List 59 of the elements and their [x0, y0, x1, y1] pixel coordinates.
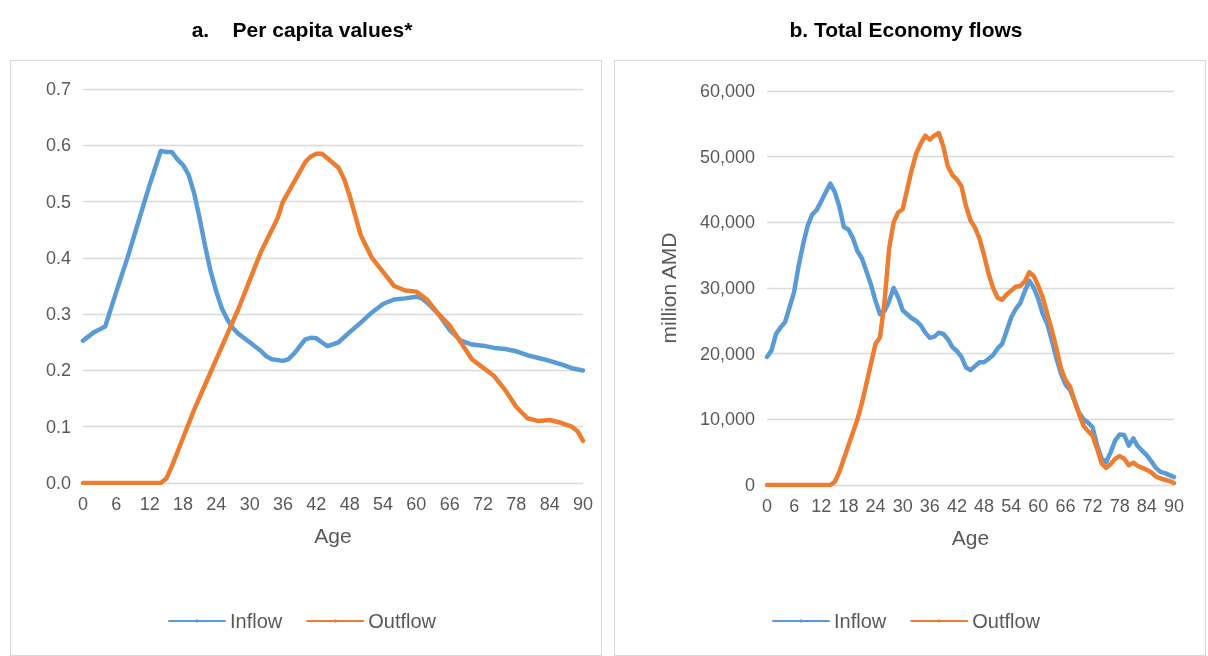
x-tick-label: 66 — [1055, 496, 1076, 516]
x-tick-label: 36 — [919, 496, 940, 516]
x-tick-label: 24 — [865, 496, 886, 516]
x-tick-label: 48 — [974, 496, 995, 516]
y-tick-label: 0.4 — [45, 247, 71, 268]
x-tick-label: 42 — [946, 496, 967, 516]
x-tick-label: 6 — [111, 494, 122, 514]
x-tick-label: 78 — [506, 494, 527, 514]
line-series — [80, 151, 586, 486]
x-tick-label: 90 — [1163, 496, 1185, 516]
x-tick-label: 72 — [1082, 496, 1103, 516]
y-tick-label: 30,000 — [699, 278, 755, 298]
x-tick-label: 24 — [206, 494, 227, 514]
y-tick-label: 0.0 — [45, 473, 71, 493]
y-tick-label: 0 — [744, 475, 755, 495]
y-tick-label: 40,000 — [699, 212, 755, 233]
y-axis-title: million AMD — [657, 232, 680, 344]
legend-label: Outflow — [368, 610, 437, 632]
x-tick-label: 48 — [339, 494, 360, 514]
y-tick-label: 0.5 — [45, 191, 71, 212]
x-axis-title: Age — [951, 526, 990, 549]
legend-label: Inflow — [833, 610, 887, 632]
chart-title: b. Total Economy flows — [789, 18, 1023, 41]
x-tick-label: 0 — [761, 496, 773, 516]
x-tick-label: 54 — [1001, 496, 1022, 516]
x-tick-label: 60 — [1028, 496, 1049, 516]
y-tick-label: 50,000 — [699, 146, 755, 167]
x-tick-label: 90 — [572, 494, 594, 514]
y-tick-label: 0.6 — [45, 135, 71, 156]
x-tick-label: 66 — [439, 494, 460, 514]
x-tick-label: 36 — [272, 494, 294, 514]
y-tick-label: 0.7 — [45, 79, 71, 99]
x-tick-label: 30 — [239, 494, 260, 514]
x-tick-label: 84 — [1136, 496, 1157, 516]
x-tick-label: 6 — [789, 496, 800, 516]
line-series — [80, 148, 586, 373]
x-tick-label: 54 — [372, 494, 394, 514]
legend-label: Outflow — [972, 610, 1041, 632]
x-tick-label: 12 — [811, 496, 832, 516]
x-axis-title: Age — [314, 524, 352, 547]
y-tick-label: 0.2 — [45, 360, 71, 381]
legend-label: Inflow — [229, 610, 283, 632]
x-tick-label: 42 — [306, 494, 327, 514]
x-tick-label: 0 — [77, 494, 89, 514]
x-tick-label: 18 — [172, 494, 194, 514]
x-tick-label: 18 — [838, 496, 859, 516]
x-tick-label: 12 — [139, 494, 160, 514]
x-tick-label: 60 — [406, 494, 427, 514]
x-tick-label: 30 — [892, 496, 913, 516]
x-tick-label: 72 — [472, 494, 494, 514]
y-tick-label: 10,000 — [699, 409, 755, 430]
x-tick-label: 84 — [539, 494, 560, 514]
chart-title: a. Per capita values* — [191, 18, 414, 41]
x-tick-label: 78 — [1109, 496, 1130, 516]
y-tick-label: 0.3 — [45, 304, 71, 325]
y-tick-label: 60,000 — [699, 81, 755, 101]
y-tick-label: 0.1 — [45, 416, 71, 437]
line-series — [764, 130, 1177, 488]
y-tick-label: 20,000 — [699, 343, 755, 364]
